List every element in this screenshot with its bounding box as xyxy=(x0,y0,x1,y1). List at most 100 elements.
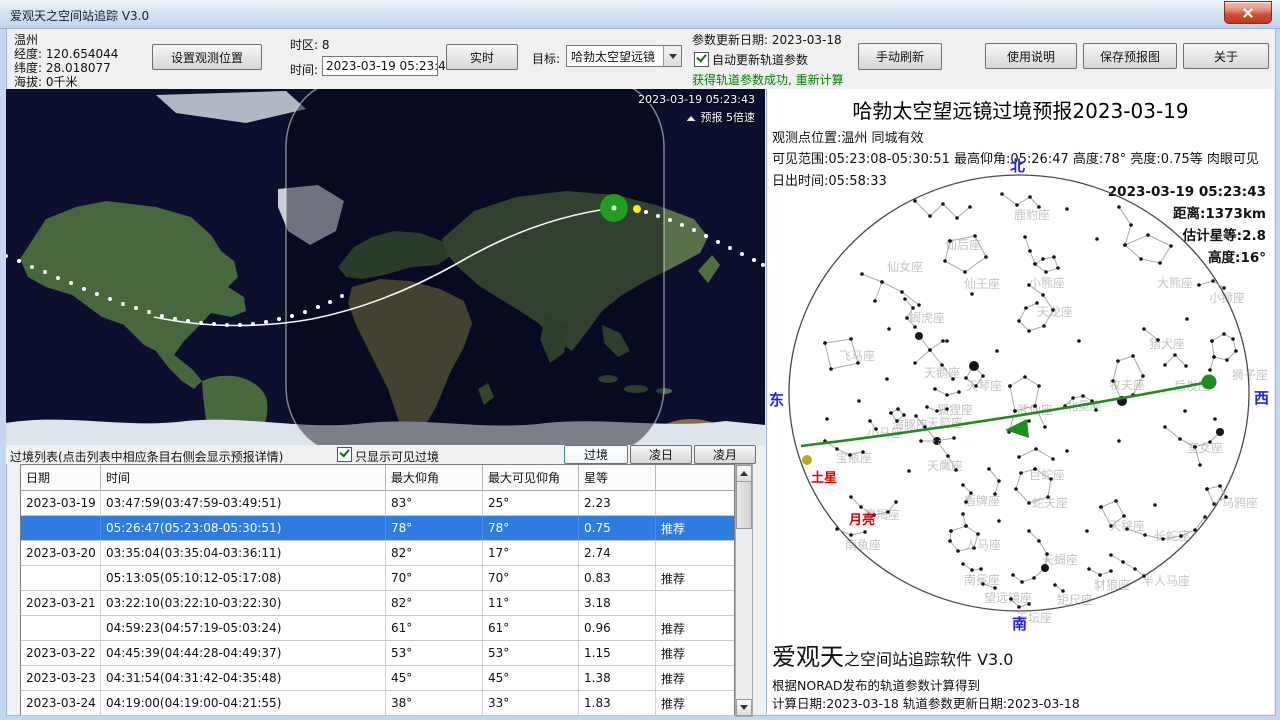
sky-satellite-dot xyxy=(1201,374,1217,390)
constellation-label: 矩尺座 xyxy=(1057,593,1094,607)
col-header-max-visible-elevation[interactable]: 最大可见仰角 xyxy=(483,465,579,490)
table-row[interactable]: 05:26:47(05:23:08-05:30:51) 78° 78° 0.75 推荐 xyxy=(21,516,734,541)
cell-tag xyxy=(656,491,730,515)
cell-mag: 1.38 xyxy=(579,666,656,690)
compass-north: 北 xyxy=(1010,157,1026,175)
constellation-label: 盾牌座 xyxy=(964,494,1001,508)
forecast-info-block: 2023-03-19 05:23:43 距离:1373km 估计星等:2.8 高… xyxy=(1108,181,1266,269)
time-input[interactable]: 2023-03-19 05:23:43 xyxy=(322,56,453,76)
table-row[interactable]: 2023-03-22 04:45:39(04:44:28-04:49:37) 53°… xyxy=(21,641,734,666)
info-timestamp: 2023-03-19 05:23:43 xyxy=(1107,184,1266,200)
visible-only-label: 只显示可见过境 xyxy=(355,450,440,464)
constellation-label: 仙后座 xyxy=(945,238,982,252)
cell-mag: 2.74 xyxy=(579,541,656,565)
map-timestamp: 2023-03-19 05:23:43 xyxy=(638,93,755,106)
table-row[interactable]: 2023-03-24 04:19:00(04:19:00-04:21:55) 38°… xyxy=(21,691,734,716)
cell-date: 2023-03-21 xyxy=(21,591,101,615)
table-row[interactable]: 2023-03-19 03:47:59(03:47:59-03:49:51) 83°… xyxy=(21,491,734,516)
col-header-tag[interactable] xyxy=(656,465,730,490)
realtime-button[interactable]: 实时 xyxy=(446,44,518,70)
constellation-label: 天坛座 xyxy=(1016,611,1053,625)
forecast-title: 哈勃太空望远镜过境预报2023-03-19 xyxy=(852,99,1189,123)
cell-date xyxy=(21,616,101,640)
cell-tag: 推荐 xyxy=(661,696,686,711)
constellation-label: 望远镜座 xyxy=(984,591,1033,605)
scroll-down-button[interactable] xyxy=(736,699,752,716)
manual-refresh-button[interactable]: 手动刷新 xyxy=(858,43,942,70)
auto-update-checkbox[interactable] xyxy=(694,52,709,67)
sky-track-line xyxy=(800,380,1210,448)
combo-dropdown-button[interactable] xyxy=(663,46,681,66)
table-row[interactable]: 2023-03-20 03:35:04(03:35:04-03:36:11) 82°… xyxy=(21,541,734,566)
target-combo[interactable]: 哈勃太空望远镜 xyxy=(566,45,682,67)
sky-chart[interactable] xyxy=(767,89,1274,714)
location-longitude: 经度: 120.654044 xyxy=(14,47,119,61)
cell-time: 03:47:59(03:47:59-03:49:51) xyxy=(101,491,386,515)
save-forecast-button[interactable]: 保存预报图 xyxy=(1083,43,1177,69)
continents xyxy=(6,91,765,445)
lunar-transit-button[interactable]: 凌月 xyxy=(694,445,756,464)
col-header-date[interactable]: 日期 xyxy=(21,465,101,490)
cell-mag: 3.18 xyxy=(579,591,656,615)
timezone-label: 时区: 8 xyxy=(290,38,330,52)
cell-max_el: 45° xyxy=(386,666,483,690)
forecast-observer-line: 观测点位置:温州 同城有效 xyxy=(772,131,924,146)
cell-time: 04:19:00(04:19:00-04:21:55) xyxy=(101,691,386,715)
transit-tab-button[interactable]: 过境 xyxy=(564,445,628,464)
footer-dates-line: 计算日期:2023-03-18 轨道参数更新日期:2023-03-18 xyxy=(772,696,1080,711)
constellation-figures xyxy=(823,192,1238,609)
constellation-label: 宝瓶座 xyxy=(836,451,873,465)
transit-table: 日期 时间 最大仰角 最大可见仰角 星等 2023-03-19 03:47:59(… xyxy=(20,464,735,716)
titlebar[interactable]: 爱观天之空间站追踪 V3.0 xyxy=(0,0,1280,29)
scroll-up-button[interactable] xyxy=(736,465,752,482)
solar-transit-button[interactable]: 凌日 xyxy=(630,445,692,464)
table-row[interactable]: 05:13:05(05:10:12-05:17:08) 70° 70° 0.83 推荐 xyxy=(21,566,734,591)
footer-norad-line: 根据NORAD发布的轨道参数计算得到 xyxy=(772,678,981,693)
transit-caption: 过境列表(点击列表中相应条目右侧会显示预报详情) xyxy=(10,450,284,464)
target-label: 目标: xyxy=(532,52,561,66)
cell-tag: 推荐 xyxy=(661,646,686,661)
table-row[interactable]: 2023-03-23 04:31:54(04:31:42-04:35:48) 45°… xyxy=(21,666,734,691)
set-location-button[interactable]: 设置观测位置 xyxy=(152,44,262,70)
cell-date xyxy=(21,566,101,590)
cell-tag: 推荐 xyxy=(661,521,686,536)
table-row[interactable]: 2023-03-21 03:22:10(03:22:10-03:22:30) 82°… xyxy=(21,591,734,616)
table-scrollbar[interactable] xyxy=(735,464,753,717)
constellation-label: 乌鸦座 xyxy=(1222,496,1259,510)
location-altitude: 海拔: 0千米 xyxy=(14,75,78,89)
cell-mag: 0.83 xyxy=(579,566,656,590)
col-header-magnitude[interactable]: 星等 xyxy=(579,465,656,490)
col-header-max-elevation[interactable]: 最大仰角 xyxy=(386,465,483,490)
info-magnitude: 估计星等:2.8 xyxy=(1182,228,1266,244)
help-button[interactable]: 使用说明 xyxy=(985,43,1077,69)
cell-tag xyxy=(656,541,730,565)
constellation-label: 大熊座 xyxy=(1157,276,1194,290)
cell-max_el: 78° xyxy=(386,516,483,540)
cell-max_el: 70° xyxy=(386,566,483,590)
cell-mag: 0.75 xyxy=(579,516,656,540)
cell-max_el: 38° xyxy=(386,691,483,715)
cell-tag xyxy=(656,591,730,615)
observer-location-dot xyxy=(633,205,641,213)
cell-max_vis_el: 11° xyxy=(483,591,579,615)
ground-track-predicted-dots xyxy=(6,210,765,327)
close-button[interactable] xyxy=(1224,1,1272,24)
visible-only-checkbox[interactable] xyxy=(337,447,352,462)
col-header-time[interactable]: 时间 xyxy=(101,465,386,490)
scrollbar-thumb[interactable] xyxy=(736,481,752,529)
cell-mag: 1.15 xyxy=(579,641,656,665)
cell-mag: 1.83 xyxy=(579,691,656,715)
constellation-label: 鹿豹座 xyxy=(1014,208,1051,222)
about-button[interactable]: 关于 xyxy=(1183,43,1269,69)
location-city: 温州 xyxy=(14,33,39,47)
table-row[interactable]: 04:59:23(04:57:19-05:03:24) 61° 61° 0.96 推荐 xyxy=(21,616,734,641)
cell-tag: 推荐 xyxy=(661,621,686,636)
cell-max_el: 83° xyxy=(386,491,483,515)
constellation-label: 天秤座 xyxy=(1109,519,1146,533)
world-map[interactable]: 2023-03-19 05:23:43 预报 5倍速 xyxy=(6,89,765,445)
cell-date: 2023-03-22 xyxy=(21,641,101,665)
cell-time: 03:35:04(03:35:04-03:36:11) xyxy=(101,541,386,565)
cell-tag: 推荐 xyxy=(661,671,686,686)
cell-time: 04:45:39(04:44:28-04:49:37) xyxy=(101,641,386,665)
cell-max_vis_el: 25° xyxy=(483,491,579,515)
